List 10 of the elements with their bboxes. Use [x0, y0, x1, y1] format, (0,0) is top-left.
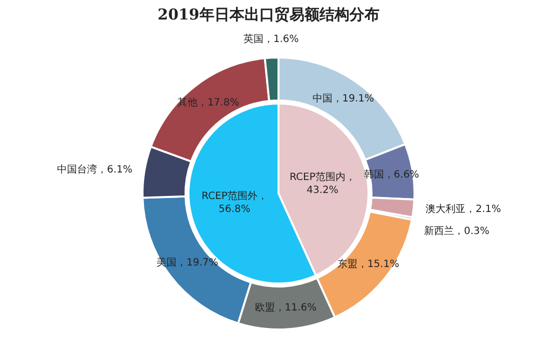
data-label: 新西兰，0.3% [424, 225, 490, 238]
data-label: 澳大利亚，2.1% [426, 203, 502, 216]
data-label: 中国，19.1% [312, 92, 374, 104]
data-label: RCEP范围外，56.8% [202, 190, 268, 216]
data-label: 中国台湾，6.1% [56, 163, 132, 176]
data-label: 其他，17.8% [177, 96, 240, 109]
data-label: RCEP范围内，43.2% [290, 170, 356, 196]
data-label: 欧盟，11.6% [254, 301, 317, 314]
data-label: 英国，1.6% [243, 33, 299, 46]
chart-title: 2019年日本出口贸易额结构分布 [158, 6, 380, 24]
